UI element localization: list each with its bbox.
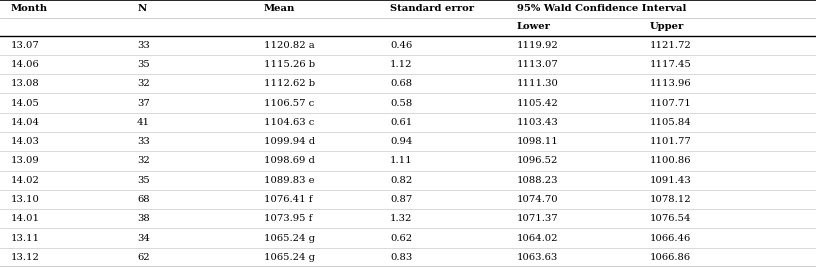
Text: Lower: Lower <box>517 22 551 31</box>
Text: 1076.54: 1076.54 <box>650 214 691 223</box>
Text: 62: 62 <box>137 253 149 262</box>
Text: 1121.72: 1121.72 <box>650 41 691 50</box>
Text: 13.12: 13.12 <box>11 253 39 262</box>
Text: 1076.41 f: 1076.41 f <box>264 195 312 204</box>
Text: 1107.71: 1107.71 <box>650 99 691 108</box>
Text: 0.46: 0.46 <box>390 41 412 50</box>
Text: 1066.86: 1066.86 <box>650 253 690 262</box>
Text: N: N <box>137 4 146 13</box>
Text: 1098.11: 1098.11 <box>517 137 558 146</box>
Text: 1106.57 c: 1106.57 c <box>264 99 314 108</box>
Text: 1113.07: 1113.07 <box>517 60 558 69</box>
Text: 1064.02: 1064.02 <box>517 234 558 243</box>
Text: 1117.45: 1117.45 <box>650 60 691 69</box>
Text: 41: 41 <box>137 118 150 127</box>
Text: 0.61: 0.61 <box>390 118 412 127</box>
Text: 14.01: 14.01 <box>11 214 40 223</box>
Text: 1073.95 f: 1073.95 f <box>264 214 312 223</box>
Text: 13.07: 13.07 <box>11 41 39 50</box>
Text: 14.06: 14.06 <box>11 60 39 69</box>
Text: Upper: Upper <box>650 22 684 31</box>
Text: 32: 32 <box>137 156 150 166</box>
Text: 1065.24 g: 1065.24 g <box>264 253 314 262</box>
Text: 0.94: 0.94 <box>390 137 412 146</box>
Text: 1113.96: 1113.96 <box>650 79 691 88</box>
Text: 14.03: 14.03 <box>11 137 39 146</box>
Text: 1063.63: 1063.63 <box>517 253 558 262</box>
Text: 1100.86: 1100.86 <box>650 156 691 166</box>
Text: 1091.43: 1091.43 <box>650 176 691 185</box>
Text: 1071.37: 1071.37 <box>517 214 558 223</box>
Text: 1065.24 g: 1065.24 g <box>264 234 314 243</box>
Text: 1115.26 b: 1115.26 b <box>264 60 315 69</box>
Text: 13.09: 13.09 <box>11 156 39 166</box>
Text: 1103.43: 1103.43 <box>517 118 558 127</box>
Text: 1.12: 1.12 <box>390 60 413 69</box>
Text: 14.05: 14.05 <box>11 99 39 108</box>
Text: 1088.23: 1088.23 <box>517 176 558 185</box>
Text: 1.32: 1.32 <box>390 214 412 223</box>
Text: 1089.83 e: 1089.83 e <box>264 176 314 185</box>
Text: 35: 35 <box>137 60 150 69</box>
Text: 1112.62 b: 1112.62 b <box>264 79 315 88</box>
Text: 68: 68 <box>137 195 149 204</box>
Text: 1119.92: 1119.92 <box>517 41 558 50</box>
Text: 13.08: 13.08 <box>11 79 39 88</box>
Text: 0.58: 0.58 <box>390 99 412 108</box>
Text: 14.04: 14.04 <box>11 118 40 127</box>
Text: 1.11: 1.11 <box>390 156 413 166</box>
Text: 1105.42: 1105.42 <box>517 99 558 108</box>
Text: 95% Wald Confidence Interval: 95% Wald Confidence Interval <box>517 4 686 13</box>
Text: 13.10: 13.10 <box>11 195 39 204</box>
Text: 34: 34 <box>137 234 150 243</box>
Text: 0.87: 0.87 <box>390 195 412 204</box>
Text: 1096.52: 1096.52 <box>517 156 558 166</box>
Text: 0.83: 0.83 <box>390 253 412 262</box>
Text: 1099.94 d: 1099.94 d <box>264 137 315 146</box>
Text: 37: 37 <box>137 99 150 108</box>
Text: 0.68: 0.68 <box>390 79 412 88</box>
Text: Month: Month <box>11 4 47 13</box>
Text: 1101.77: 1101.77 <box>650 137 691 146</box>
Text: 35: 35 <box>137 176 150 185</box>
Text: 33: 33 <box>137 137 150 146</box>
Text: 0.62: 0.62 <box>390 234 412 243</box>
Text: 1078.12: 1078.12 <box>650 195 691 204</box>
Text: 38: 38 <box>137 214 150 223</box>
Text: 1105.84: 1105.84 <box>650 118 691 127</box>
Text: Mean: Mean <box>264 4 295 13</box>
Text: 1111.30: 1111.30 <box>517 79 558 88</box>
Text: Standard error: Standard error <box>390 4 474 13</box>
Text: 0.82: 0.82 <box>390 176 412 185</box>
Text: 1104.63 c: 1104.63 c <box>264 118 314 127</box>
Text: 32: 32 <box>137 79 150 88</box>
Text: 13.11: 13.11 <box>11 234 40 243</box>
Text: 1074.70: 1074.70 <box>517 195 558 204</box>
Text: 33: 33 <box>137 41 150 50</box>
Text: 1120.82 a: 1120.82 a <box>264 41 314 50</box>
Text: 14.02: 14.02 <box>11 176 39 185</box>
Text: 1066.46: 1066.46 <box>650 234 691 243</box>
Text: 1098.69 d: 1098.69 d <box>264 156 314 166</box>
